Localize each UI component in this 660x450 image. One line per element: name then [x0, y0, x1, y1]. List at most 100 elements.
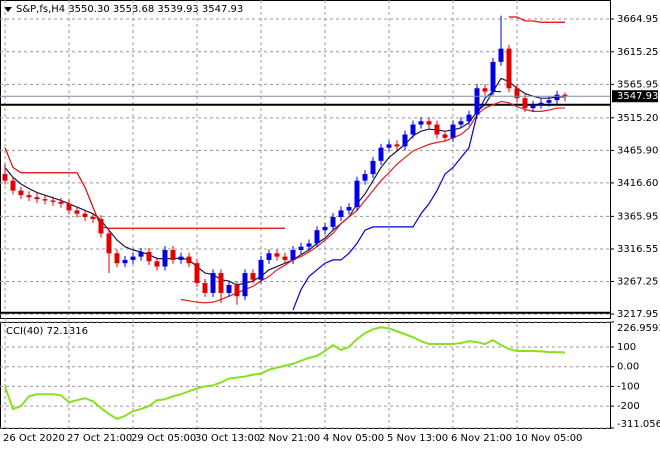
candle-body — [66, 203, 72, 211]
candle-body — [194, 263, 200, 284]
cci-panel-frame — [0, 322, 611, 429]
candle-body — [98, 218, 104, 234]
candle-body — [226, 284, 232, 293]
candle-body — [330, 216, 336, 227]
candle-body — [530, 104, 536, 109]
candle-body — [402, 134, 408, 147]
candle-body — [354, 180, 360, 208]
last-price-label: 3547.93 — [617, 91, 658, 102]
candle-body — [218, 273, 224, 293]
candle-body — [274, 253, 280, 257]
candle-body — [538, 102, 544, 105]
candle-body — [482, 88, 488, 92]
candle-body — [18, 190, 24, 196]
candle-body — [466, 114, 472, 122]
candle-body — [50, 200, 56, 202]
x-tick-label: 2 Nov 21:00 — [259, 433, 320, 444]
y-tick-label: 3515.20 — [617, 113, 658, 124]
candle-body — [202, 283, 208, 293]
candle-body — [26, 195, 32, 198]
candle-body — [258, 259, 264, 280]
candle-body — [490, 61, 496, 92]
candle-body — [418, 121, 424, 125]
chart-title: S&P,fs,H4 3550.30 3553.68 3539.93 3547.9… — [16, 4, 243, 15]
candle-body — [322, 226, 328, 231]
y-tick-label: 0.00 — [617, 362, 639, 373]
y-tick-label: 3365.95 — [617, 211, 658, 222]
candle-body — [210, 273, 216, 293]
candle-body — [370, 160, 376, 175]
candle-body — [266, 253, 272, 260]
x-tick-label: 5 Nov 13:00 — [387, 433, 448, 444]
main-panel-frame — [0, 0, 611, 319]
candle-body — [394, 144, 400, 147]
candle-body — [546, 100, 552, 103]
candle-body — [450, 124, 456, 138]
candle-body — [234, 284, 240, 297]
y-tick-label: 226.9593 — [617, 323, 660, 334]
candle-body — [290, 250, 296, 260]
candle-body — [250, 273, 256, 280]
y-tick-label: 3416.60 — [617, 178, 658, 189]
x-tick-label: 4 Nov 05:00 — [323, 433, 384, 444]
candle-body — [34, 197, 40, 200]
y-tick-label: 3615.25 — [617, 47, 658, 58]
candle-body — [378, 147, 384, 161]
candle-body — [10, 180, 16, 191]
candle-body — [474, 88, 480, 115]
y-tick-label: 100 — [617, 342, 636, 353]
candle-body — [58, 201, 64, 204]
candle-body — [498, 48, 504, 62]
candle-body — [562, 94, 568, 97]
indicator-title: CCI(40) 72.1316 — [6, 326, 88, 337]
candle-body — [306, 243, 312, 247]
candle-body — [242, 273, 248, 297]
x-tick-label: 30 Oct 13:00 — [195, 433, 260, 444]
candle-body — [162, 250, 168, 267]
candle-body — [458, 121, 464, 125]
y-tick-label: 3465.90 — [617, 145, 658, 156]
candle-body — [74, 210, 80, 214]
y-tick-label: 3565.95 — [617, 79, 658, 90]
candle-body — [338, 210, 344, 217]
header-arrow — [4, 7, 12, 12]
y-tick-label: 3664.95 — [617, 14, 658, 25]
y-tick-label: -311.0563 — [617, 419, 660, 430]
y-tick-label: 3316.55 — [617, 244, 658, 255]
candle-body — [522, 98, 528, 109]
x-tick-label: 27 Oct 21:00 — [67, 433, 132, 444]
candle-body — [90, 216, 96, 219]
indicator-line — [4, 326, 566, 421]
candle-body — [114, 253, 120, 264]
candle-body — [42, 199, 48, 201]
y-tick-label: -100 — [617, 381, 640, 392]
candle-body — [146, 251, 152, 262]
candle-body — [362, 174, 368, 181]
y-tick-label: 3217.95 — [617, 309, 658, 320]
candle-body — [314, 230, 320, 244]
candle-body — [178, 256, 184, 260]
last-price-box — [612, 90, 658, 103]
candle-body — [554, 94, 560, 101]
candle-body — [506, 48, 512, 89]
candle-body — [426, 121, 432, 125]
candle-body — [298, 246, 304, 251]
y-tick-label: 3267.25 — [617, 277, 658, 288]
candle-body — [2, 174, 8, 181]
x-tick-label: 6 Nov 21:00 — [451, 433, 512, 444]
candle-body — [442, 134, 448, 138]
candle-body — [82, 213, 88, 217]
candle-body — [186, 256, 192, 264]
candle-body — [282, 256, 288, 260]
candle-body — [138, 251, 144, 257]
candle-body — [386, 144, 392, 148]
candle-body — [122, 259, 128, 264]
overlay-line — [292, 90, 501, 311]
candle-body — [106, 233, 112, 254]
x-tick-label: 26 Oct 2020 — [3, 433, 65, 444]
x-tick-label: 10 Nov 05:00 — [515, 433, 582, 444]
candle-body — [130, 256, 136, 260]
candle-body — [434, 124, 440, 135]
